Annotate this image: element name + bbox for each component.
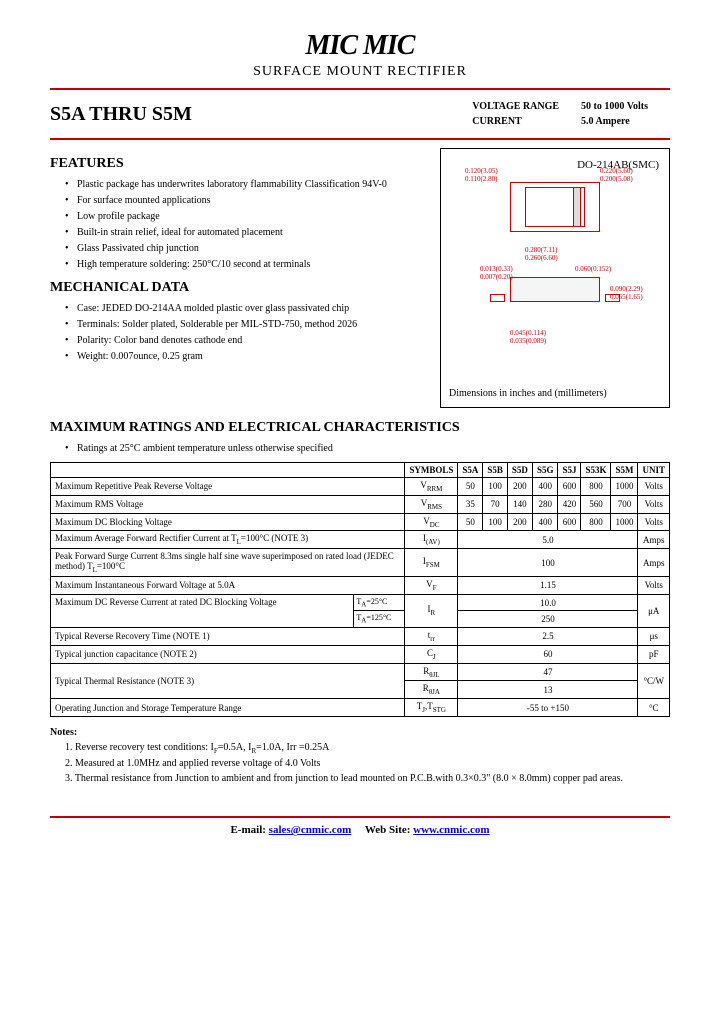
mechanical-list: Case: JEDED DO-214AA molded plastic over…	[50, 302, 425, 364]
page-footer: E-mail: sales@cnmic.com Web Site: www.cn…	[50, 816, 670, 836]
package-top-view: 0.120(3.05) 0.110(2.80) 0.220(5.60) 0.20…	[500, 182, 610, 242]
table-row: Typical Reverse Recovery Time (NOTE 1)tr…	[51, 627, 670, 645]
divider	[50, 138, 670, 140]
note-item: 1. Reverse recovery test conditions: IF=…	[50, 740, 670, 757]
email-link[interactable]: sales@cnmic.com	[269, 824, 352, 836]
list-item: Polarity: Color band denotes cathode end	[65, 334, 425, 348]
current-label: CURRENT	[472, 115, 579, 128]
voltage-value: 50 to 1000 Volts	[581, 100, 668, 113]
ratings-note: Ratings at 25°C ambient temperature unle…	[50, 442, 670, 456]
table-header: S5A	[458, 463, 483, 478]
email-label: E-mail:	[230, 824, 265, 836]
table-header: S5B	[483, 463, 508, 478]
features-list: Plastic package has underwrites laborato…	[50, 178, 425, 272]
table-row: Operating Junction and Storage Temperatu…	[51, 699, 670, 717]
table-header: S5J	[558, 463, 581, 478]
title-row: S5A THRU S5M VOLTAGE RANGE50 to 1000 Vol…	[50, 94, 670, 134]
voltage-label: VOLTAGE RANGE	[472, 100, 579, 113]
table-row: Typical Thermal Resistance (NOTE 3)RθJL4…	[51, 663, 670, 681]
table-header: UNIT	[638, 463, 670, 478]
logo: MIC MIC	[50, 30, 670, 62]
list-item: Built-in strain relief, ideal for automa…	[65, 226, 425, 240]
table-header: S53K	[581, 463, 611, 478]
table-header-row: SYMBOLSS5AS5BS5DS5GS5JS53KS5MUNIT	[51, 463, 670, 478]
right-column: DO-214AB(SMC) 0.120(3.05) 0.110(2.80) 0.…	[440, 148, 670, 408]
list-item: Case: JEDED DO-214AA molded plastic over…	[65, 302, 425, 316]
list-item: High temperature soldering: 250°C/10 sec…	[65, 258, 425, 272]
web-label: Web Site:	[365, 824, 411, 836]
list-item: Glass Passivated chip junction	[65, 242, 425, 256]
table-row: Peak Forward Surge Current 8.3ms single …	[51, 549, 670, 577]
ratings-table: SYMBOLSS5AS5BS5DS5GS5JS53KS5MUNIT Maximu…	[50, 462, 670, 717]
content-row: FEATURES Plastic package has underwrites…	[50, 148, 670, 408]
notes-section: Notes: 1. Reverse recovery test conditio…	[50, 725, 670, 787]
table-header: S5M	[611, 463, 638, 478]
table-row: Maximum DC Reverse Current at rated DC B…	[51, 594, 670, 611]
package-side-view: 0.013(0.33) 0.007(0.20) 0.060(0.152) 0.0…	[485, 277, 625, 327]
spec-block: VOLTAGE RANGE50 to 1000 Volts CURRENT5.0…	[470, 98, 670, 130]
list-item: Weight: 0.007ounce, 0.25 gram	[65, 350, 425, 364]
list-item: Terminals: Solder plated, Solderable per…	[65, 318, 425, 332]
table-row: Maximum Repetitive Peak Reverse VoltageV…	[51, 478, 670, 496]
table-header: S5D	[507, 463, 532, 478]
diagram-footer: Dimensions in inches and (millimeters)	[449, 388, 607, 399]
header-subtitle: SURFACE MOUNT RECTIFIER	[50, 64, 670, 80]
divider	[50, 88, 670, 90]
note-item: 3. Thermal resistance from Junction to a…	[50, 771, 670, 786]
features-title: FEATURES	[50, 156, 425, 172]
left-column: FEATURES Plastic package has underwrites…	[50, 148, 425, 408]
list-item: For surface mounted applications	[65, 194, 425, 208]
list-item: Plastic package has underwrites laborato…	[65, 178, 425, 192]
table-header: S5G	[532, 463, 558, 478]
table-row: Maximum Average Forward Rectifier Curren…	[51, 531, 670, 549]
package-diagram: DO-214AB(SMC) 0.120(3.05) 0.110(2.80) 0.…	[440, 148, 670, 408]
table-row: Maximum DC Blocking VoltageVDC5010020040…	[51, 513, 670, 531]
mechanical-title: MECHANICAL DATA	[50, 280, 425, 296]
table-header: SYMBOLS	[405, 463, 458, 478]
current-value: 5.0 Ampere	[581, 115, 668, 128]
web-link[interactable]: www.cnmic.com	[413, 824, 489, 836]
header: MIC MIC SURFACE MOUNT RECTIFIER	[50, 30, 670, 80]
list-item: Low profile package	[65, 210, 425, 224]
table-row: Maximum Instantaneous Forward Voltage at…	[51, 576, 670, 594]
notes-title: Notes:	[50, 725, 670, 740]
table-row: Typical junction capacitance (NOTE 2)CJ6…	[51, 645, 670, 663]
ratings-title: MAXIMUM RATINGS AND ELECTRICAL CHARACTER…	[50, 420, 670, 436]
note-item: 2. Measured at 1.0MHz and applied revers…	[50, 756, 670, 771]
table-row: Maximum RMS VoltageVRMS35701402804205607…	[51, 495, 670, 513]
table-header	[51, 463, 405, 478]
main-title: S5A THRU S5M	[50, 103, 192, 126]
